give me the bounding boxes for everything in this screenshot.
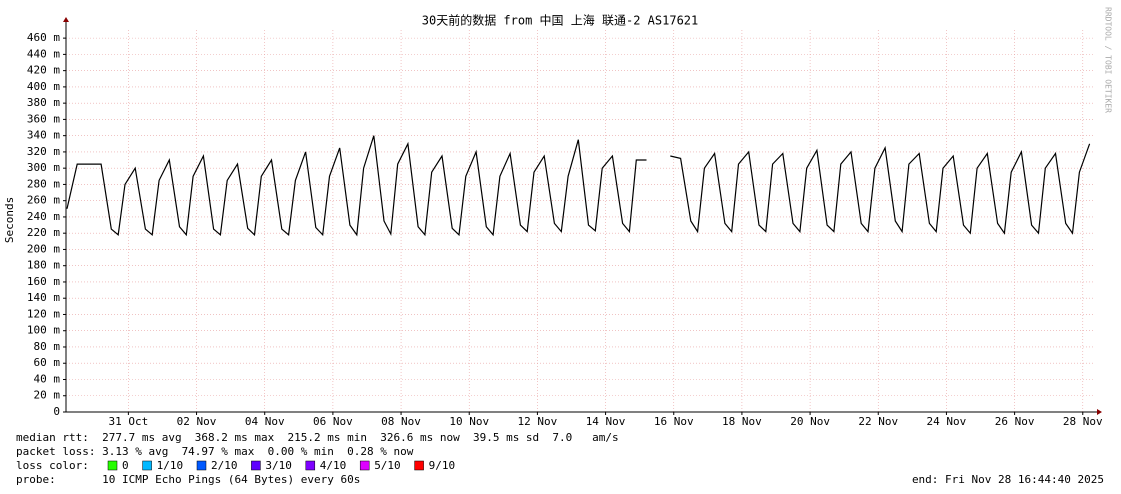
x-tick-label: 26 Nov [995,415,1035,428]
probe: probe: 10 ICMP Echo Pings (64 Bytes) eve… [16,473,360,486]
x-tick-label: 18 Nov [722,415,762,428]
x-tick-label: 20 Nov [790,415,830,428]
end-time: end: Fri Nov 28 16:44:40 2025 [912,473,1104,486]
x-tick-label: 12 Nov [518,415,558,428]
y-tick-label: 400 m [27,80,60,93]
y-axis-arrow [63,17,69,22]
x-tick-label: 08 Nov [381,415,421,428]
y-tick-label: 260 m [27,194,60,207]
loss-color-swatch [196,460,207,471]
loss-color-swatch [414,460,424,471]
side-text: RRDTOOL / TOBI OETIKER [1104,7,1113,113]
x-tick-label: 22 Nov [858,415,898,428]
packet-loss: packet loss: 3.13 % avg 74.97 % max 0.00… [16,445,414,458]
x-tick-label: 24 Nov [927,415,967,428]
loss-color-label: loss color: [16,459,89,472]
loss-color-text: 1/10 [157,459,184,472]
y-tick-label: 320 m [27,145,60,158]
x-tick-label: 14 Nov [586,415,626,428]
y-tick-label: 340 m [27,129,60,142]
y-tick-label: 0 [53,405,60,418]
loss-color-text: 5/10 [374,459,401,472]
loss-color-swatch [359,460,370,471]
y-tick-label: 220 m [27,226,60,239]
y-tick-label: 280 m [27,177,60,190]
y-tick-label: 140 m [27,291,60,304]
x-tick-label: 16 Nov [654,415,694,428]
x-tick-label: 31 Oct [109,415,149,428]
x-tick-label: 10 Nov [449,415,489,428]
median-line [66,135,1091,237]
loss-color-swatch [305,460,316,471]
x-axis-arrow [1097,409,1102,415]
y-tick-label: 20 m [34,389,61,402]
x-tick-label: 02 Nov [177,415,217,428]
y-tick-label: 80 m [34,340,61,353]
loss-color-swatch [142,460,152,471]
y-tick-label: 300 m [27,161,60,174]
y-tick-label: 60 m [34,356,61,369]
loss-color-text: 0 [122,459,129,472]
x-tick-label: 06 Nov [313,415,353,428]
chart-title: 30天前的数据 from 中国 上海 联通-2 AS17621 [422,13,699,28]
y-axis-label: Seconds [3,197,16,243]
y-tick-label: 440 m [27,47,60,60]
y-tick-label: 460 m [27,31,60,44]
loss-color-text: 2/10 [211,459,238,472]
loss-color-text: 9/10 [429,459,456,472]
y-tick-label: 100 m [27,324,60,337]
loss-color-text: 4/10 [320,459,347,472]
y-tick-label: 380 m [27,96,60,109]
y-tick-label: 360 m [27,112,60,125]
loss-color-swatch [107,460,118,471]
y-tick-label: 180 m [27,259,60,272]
y-tick-label: 200 m [27,242,60,255]
y-tick-label: 40 m [34,372,61,385]
y-tick-label: 240 m [27,210,60,223]
x-tick-label: 28 Nov [1063,415,1103,428]
x-tick-label: 04 Nov [245,415,285,428]
y-tick-label: 160 m [27,275,60,288]
y-tick-label: 120 m [27,307,60,320]
loss-color-text: 3/10 [265,459,292,472]
loss-color-swatch [251,460,261,471]
median-rtt: median rtt: 277.7 ms avg 368.2 ms max 21… [16,431,619,444]
y-tick-label: 420 m [27,64,60,77]
